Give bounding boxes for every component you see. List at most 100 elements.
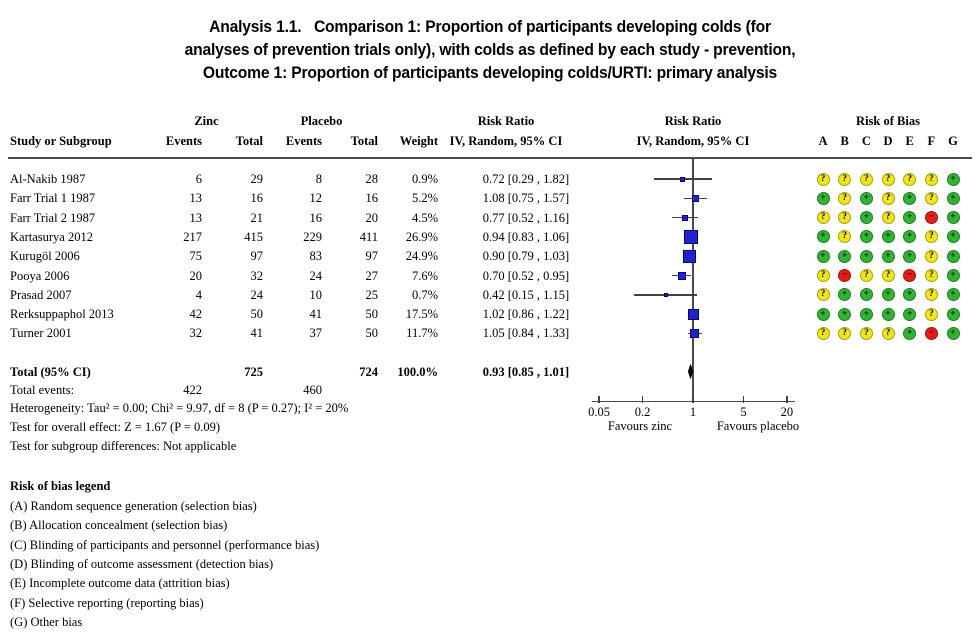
figure-title: Analysis 1.1. Comparison 1: Proportion o…	[39, 15, 941, 84]
title-line-2: analyses of prevention trials only), wit…	[184, 40, 796, 59]
zinc-events: 32	[189, 326, 203, 340]
bias-legend-item-c: (C) Blinding of participants and personn…	[10, 538, 320, 552]
bias-column-letter: B	[840, 134, 849, 148]
study-name: Farr Trial 1 1987	[10, 191, 96, 205]
column-header-risk-of-bias: Risk of Bias	[856, 114, 920, 128]
weight: 7.6%	[411, 269, 438, 283]
risk-ratio-ci: 0.72 [0.29 , 1.82]	[482, 172, 570, 186]
zinc-events: 42	[189, 307, 203, 321]
placebo-events: 12	[309, 191, 323, 205]
column-header-placebo-events: Events	[285, 134, 322, 148]
placebo-events: 229	[303, 230, 322, 244]
title-line-1: Analysis 1.1. Comparison 1: Proportion o…	[209, 17, 771, 36]
heterogeneity-stats: Heterogeneity: Tau² = 0.00; Chi² = 9.97,…	[10, 401, 349, 415]
zinc-total: 415	[244, 230, 263, 244]
placebo-total: 27	[365, 269, 379, 283]
axis-tick-label: 20	[780, 405, 794, 419]
axis-tick-label: 0.2	[634, 405, 651, 419]
overall-effect-test: Test for overall effect: Z = 1.67 (P = 0…	[10, 420, 221, 434]
placebo-total: 25	[365, 288, 379, 302]
bias-legend-item-f: (F) Selective reporting (reporting bias)	[10, 596, 204, 610]
weight: 5.2%	[411, 191, 438, 205]
weight: 17.5%	[405, 307, 438, 321]
axis-tick-label: 5	[740, 405, 747, 419]
study-row: Kartasurya 2012 217 415 229 411 26.9% 0.…	[0, 229, 980, 245]
zinc-events: 4	[195, 288, 202, 302]
placebo-total: 28	[365, 172, 379, 186]
total-placebo-total: 724	[359, 365, 378, 379]
bias-column-letter: C	[861, 134, 871, 148]
header-rule	[8, 157, 972, 159]
column-header-placebo-total: Total	[350, 134, 378, 148]
placebo-total: 50	[365, 326, 379, 340]
zinc-total: 29	[250, 172, 264, 186]
zinc-total: 21	[250, 211, 264, 225]
zinc-events: 13	[189, 211, 203, 225]
weight: 24.9%	[405, 249, 438, 263]
x-axis-line	[592, 401, 795, 403]
subgroup-test: Test for subgroup differences: Not appli…	[10, 439, 237, 453]
weight: 11.7%	[406, 326, 438, 340]
bias-column-letter: F	[927, 134, 936, 148]
title-line-3: Outcome 1: Proportion of participants de…	[202, 63, 778, 82]
zinc-total: 24	[250, 288, 264, 302]
study-name: Farr Trial 2 1987	[10, 211, 96, 225]
column-header-zinc-total: Total	[235, 134, 263, 148]
study-name: Kurugöl 2006	[10, 249, 80, 263]
bias-legend-item-g: (G) Other bias	[10, 615, 83, 629]
column-group-zinc: Zinc	[194, 114, 219, 128]
weight: 0.7%	[411, 288, 438, 302]
study-row: Al-Nakib 1987 6 29 8 28 0.9% 0.72 [0.29 …	[0, 171, 980, 187]
weight: 4.5%	[411, 211, 438, 225]
placebo-events: 83	[309, 249, 323, 263]
placebo-total: 16	[365, 191, 379, 205]
placebo-events: 24	[309, 269, 323, 283]
zinc-total: 32	[250, 269, 264, 283]
column-group-placebo: Placebo	[300, 114, 343, 128]
weight: 26.9%	[405, 230, 438, 244]
risk-ratio-ci: 1.08 [0.75 , 1.57]	[482, 191, 570, 205]
column-header-risk-ratio-plot: Risk Ratio	[664, 114, 722, 128]
zinc-total: 50	[250, 307, 264, 321]
bias-column-letter: G	[948, 134, 958, 148]
column-header-zinc-events: Events	[165, 134, 202, 148]
placebo-total: 50	[365, 307, 379, 321]
bias-legend-item-a: (A) Random sequence generation (selectio…	[10, 499, 257, 513]
placebo-total: 411	[359, 230, 378, 244]
risk-ratio-ci: 0.42 [0.15 , 1.15]	[482, 288, 570, 302]
axis-tick-label: 0.05	[588, 405, 610, 419]
zinc-events: 6	[195, 172, 202, 186]
study-row: Rerksuppaphol 2013 42 50 41 50 17.5% 1.0…	[0, 306, 980, 322]
study-row: Pooya 2006 20 32 24 27 7.6% 0.70 [0.52 ,…	[0, 268, 980, 284]
axis-tick-label: 1	[689, 405, 697, 419]
study-name: Prasad 2007	[10, 288, 72, 302]
bias-legend-item-d: (D) Blinding of outcome assessment (dete…	[10, 557, 274, 571]
study-row: Turner 2001 32 41 37 50 11.7% 1.05 [0.84…	[0, 325, 980, 341]
study-name: Pooya 2006	[10, 269, 70, 283]
zinc-events: 75	[189, 249, 203, 263]
risk-ratio-ci: 0.77 [0.52 , 1.16]	[482, 211, 570, 225]
zinc-events: 217	[183, 230, 202, 244]
total-events-label: Total events:	[10, 383, 75, 397]
risk-ratio-ci: 0.90 [0.79 , 1.03]	[482, 249, 570, 263]
study-row: Farr Trial 2 1987 13 21 16 20 4.5% 0.77 …	[0, 210, 980, 226]
risk-ratio-ci: 1.02 [0.86 , 1.22]	[482, 307, 570, 321]
column-header-weight: Weight	[399, 134, 438, 148]
risk-ratio-ci: 1.05 [0.84 , 1.33]	[482, 326, 570, 340]
axis-label-favours-zinc: Favours zinc	[607, 419, 673, 433]
study-row: Farr Trial 1 1987 13 16 12 16 5.2% 1.08 …	[0, 190, 980, 206]
placebo-total: 20	[365, 211, 379, 225]
bias-legend-item-e: (E) Incomplete outcome data (attrition b…	[10, 576, 230, 590]
total-events-zinc: 422	[183, 383, 202, 397]
column-header-method-text: IV, Random, 95% CI	[449, 134, 563, 148]
zinc-events: 20	[189, 269, 203, 283]
total-risk-ratio-ci: 0.93 [0.85 , 1.01]	[482, 365, 570, 379]
axis-label-favours-placebo: Favours placebo	[716, 419, 800, 433]
zinc-total: 41	[250, 326, 264, 340]
total-row: Total (95% CI) 725 724 100.0% 0.93 [0.85…	[0, 364, 980, 380]
total-weight: 100.0%	[397, 365, 438, 379]
study-name: Rerksuppaphol 2013	[10, 307, 114, 321]
bias-column-letter: A	[818, 134, 828, 148]
placebo-events: 16	[309, 211, 323, 225]
